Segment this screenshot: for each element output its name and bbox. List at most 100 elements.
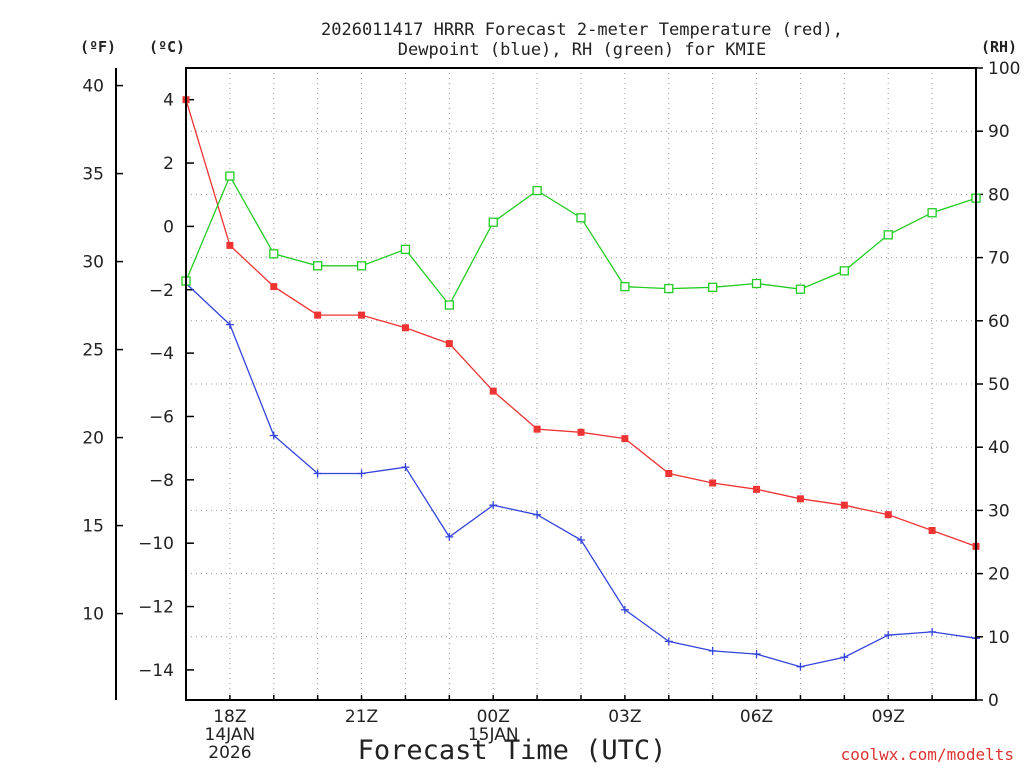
dewpoint-point: [445, 532, 454, 541]
temperature-series: [182, 96, 980, 550]
dewpoint-point: [533, 510, 542, 519]
dewpoint-point: [840, 653, 849, 662]
dewpoint-point: [664, 637, 673, 646]
dewpoint-point: [752, 650, 761, 659]
relative-humidity-point: [751, 278, 762, 289]
rh-tick-label: 10: [988, 628, 1010, 648]
x-tick-label: 2026: [208, 743, 251, 763]
temperature-point: [401, 324, 409, 332]
dewpoint-point: [489, 501, 498, 510]
temperature-point: [226, 241, 234, 249]
dewpoint-point: [357, 469, 366, 478]
fahrenheit-tick-label: 25: [82, 341, 104, 361]
x-tick-label: 21Z: [345, 707, 378, 727]
grid-lines: [186, 68, 976, 700]
dewpoint-point: [269, 431, 278, 440]
celsius-unit-label: (ºC): [149, 38, 185, 56]
temperature-point: [928, 527, 936, 535]
celsius-axis: 4 2 0 −2 −4 −6 −8 −10 −12 −14: [138, 91, 194, 681]
temperature-point: [884, 511, 892, 519]
relative-humidity-point: [488, 217, 498, 227]
celsius-tick-label: −6: [149, 407, 174, 427]
chart-title-line-1: 2026011417 HRRR Forecast 2-meter Tempera…: [321, 20, 843, 40]
dewpoint-point: [796, 662, 805, 671]
dewpoint-point: [708, 646, 717, 655]
dewpoint-point: [313, 469, 322, 478]
fahrenheit-tick-label: 40: [82, 77, 104, 97]
temperature-point: [621, 435, 629, 443]
temperature-point: [840, 501, 848, 509]
relative-humidity-point: [839, 266, 849, 276]
fahrenheit-tick-label: 30: [82, 253, 104, 273]
rh-tick-label: 30: [988, 501, 1010, 521]
relative-humidity-point: [795, 284, 806, 294]
temperature-point: [709, 479, 717, 487]
celsius-tick-label: 0: [163, 217, 174, 237]
relative-humidity-point: [444, 300, 454, 310]
x-axis-label: Forecast Time (UTC): [358, 735, 667, 766]
temperature-point: [796, 495, 804, 503]
dewpoint-point: [577, 536, 585, 545]
celsius-tick-label: −12: [138, 598, 174, 618]
relative-humidity-point: [927, 208, 937, 218]
dewpoint-point: [401, 463, 410, 472]
temperature-point: [314, 311, 322, 319]
temperature-point: [270, 283, 278, 291]
dewpoint-point: [928, 627, 937, 636]
relative-humidity-point: [400, 244, 411, 255]
celsius-tick-label: −4: [149, 344, 174, 364]
dewpoint-point: [884, 631, 893, 640]
celsius-tick-label: 4: [163, 91, 174, 111]
relative-humidity-point: [269, 249, 279, 259]
relative-humidity-point: [356, 261, 367, 271]
relative-humidity-point: [225, 171, 235, 181]
relative-humidity-point: [313, 261, 323, 271]
rh-tick-label: 100: [988, 59, 1020, 79]
fahrenheit-tick-label: 20: [82, 429, 104, 449]
dewpoint-line: [185, 282, 977, 668]
x-tick-label: 18Z: [213, 707, 246, 727]
relative-humidity-point: [664, 283, 674, 294]
rh-tick-label: 90: [988, 122, 1010, 142]
rh-tick-label: 70: [988, 249, 1010, 269]
dewpoint-point: [225, 320, 234, 329]
x-tick-label: 03Z: [608, 707, 641, 727]
temperature-point: [665, 469, 673, 477]
fahrenheit-tick-label: 35: [82, 165, 104, 185]
rh-tick-label: 0: [988, 691, 999, 711]
celsius-tick-label: −10: [138, 534, 174, 554]
celsius-tick-label: −2: [149, 281, 174, 301]
rh-tick-label: 80: [988, 185, 1010, 205]
x-tick-label: 00Z: [477, 707, 510, 727]
temperature-point: [533, 425, 541, 433]
rh-tick-label: 50: [988, 375, 1010, 395]
fahrenheit-axis: 40 35 30 25 20 15 10: [82, 68, 123, 700]
temperature-point: [445, 340, 453, 348]
relative-humidity-line: [185, 174, 977, 307]
relative-humidity-point: [883, 230, 893, 240]
temperature-point: [489, 387, 497, 395]
temperature-point: [577, 428, 585, 436]
temperature-point: [358, 311, 366, 319]
rh-unit-label: (RH): [981, 38, 1017, 56]
x-tick-label: 15JAN: [468, 725, 519, 745]
relative-humidity-point: [620, 282, 630, 292]
dewpoint-point: [620, 605, 629, 614]
plot-frame: [185, 67, 977, 701]
rh-tick-label: 20: [988, 565, 1010, 585]
relative-humidity-series: [181, 171, 981, 310]
chart-title-line-2: Dewpoint (blue), RH (green) for KMIE: [398, 40, 766, 60]
x-tick-label: 06Z: [740, 707, 773, 727]
fahrenheit-tick-label: 15: [82, 517, 104, 537]
relative-humidity-point: [708, 282, 718, 292]
celsius-tick-label: 2: [163, 154, 174, 174]
dewpoint-series: [182, 279, 980, 671]
x-tick-label: 14JAN: [205, 725, 256, 745]
fahrenheit-unit-label: (ºF): [80, 38, 116, 56]
credit-text: coolwx.com/modelts: [841, 745, 1014, 764]
fahrenheit-tick-label: 10: [82, 605, 104, 625]
celsius-tick-label: −14: [138, 661, 174, 681]
